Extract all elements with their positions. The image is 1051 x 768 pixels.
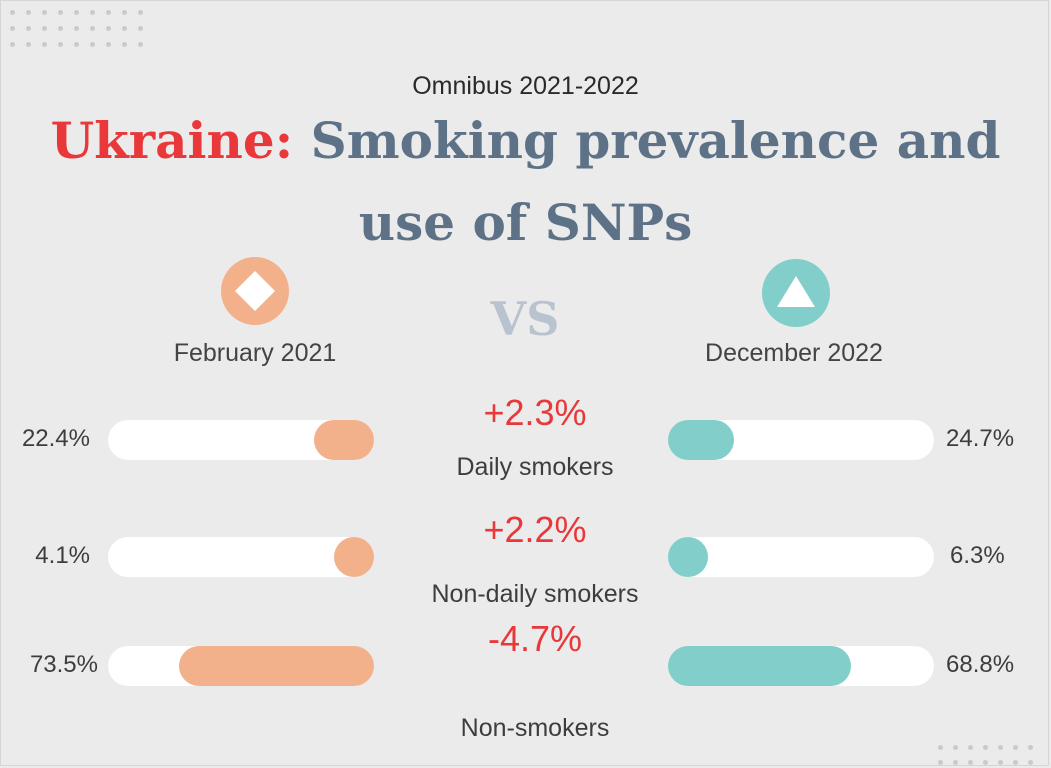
track-right-daily-smokers xyxy=(668,420,934,460)
category-label-non-daily-smokers: Non-daily smokers xyxy=(431,580,639,608)
decorative-dot xyxy=(1013,745,1018,750)
decorative-dot xyxy=(938,760,943,765)
change-label-daily-smokers: +2.3% xyxy=(483,392,587,433)
decorative-dot xyxy=(90,42,95,47)
decorative-dot xyxy=(90,10,95,15)
decorative-dot xyxy=(1013,760,1018,765)
track-left-daily-smokers xyxy=(108,420,374,460)
value-label-february-2021-non-daily-smokers: 4.1% xyxy=(35,542,90,569)
track-left-non-smokers xyxy=(108,646,374,686)
decorative-dot xyxy=(58,42,63,47)
decorative-dot xyxy=(10,10,15,15)
decorative-dot xyxy=(1028,745,1033,750)
title-country: Ukraine: xyxy=(50,111,294,170)
decorative-dot xyxy=(26,26,31,31)
decorative-dot xyxy=(42,26,47,31)
decorative-dot xyxy=(58,10,63,15)
category-label-daily-smokers: Daily smokers xyxy=(456,453,614,481)
decorative-dot xyxy=(90,26,95,31)
bar-february-2021-non-smokers xyxy=(178,646,374,686)
decorative-dot xyxy=(106,10,111,15)
decorative-dot xyxy=(138,10,143,15)
decorative-dot xyxy=(968,760,973,765)
decorative-dot xyxy=(983,760,988,765)
value-label-december-2022-non-daily-smokers: 6.3% xyxy=(950,542,1005,569)
category-label-non-smokers: Non-smokers xyxy=(460,714,610,742)
chart-subtitle: Omnibus 2021-2022 xyxy=(412,72,639,100)
decorative-dot xyxy=(998,745,1003,750)
decorative-dot xyxy=(26,10,31,15)
triangle-icon xyxy=(762,259,830,327)
decorative-dot xyxy=(983,745,988,750)
bar-february-2021-daily-smokers xyxy=(314,420,374,460)
track-left-non-daily-smokers xyxy=(108,537,374,577)
bar-december-2022-daily-smokers xyxy=(668,420,734,460)
decorative-dot xyxy=(938,745,943,750)
decorative-dot xyxy=(953,745,958,750)
change-label-non-smokers: -4.7% xyxy=(487,618,583,659)
decorative-dot xyxy=(106,42,111,47)
decorative-dot xyxy=(122,26,127,31)
track-right-non-smokers xyxy=(668,646,934,686)
bar-february-2021-non-daily-smokers xyxy=(334,537,374,577)
title-text: Smoking prevalence and use of SNPs xyxy=(310,111,1001,252)
decorative-dot xyxy=(998,760,1003,765)
decorative-dot xyxy=(26,42,31,47)
track-right-non-daily-smokers xyxy=(668,537,934,577)
decorative-dot xyxy=(42,42,47,47)
bar-december-2022-non-smokers xyxy=(668,646,851,686)
period-label-december-2022: December 2022 xyxy=(705,339,883,367)
decorative-dot xyxy=(138,42,143,47)
decorative-dot xyxy=(42,10,47,15)
decorative-dot xyxy=(10,42,15,47)
change-label-non-daily-smokers: +2.2% xyxy=(483,509,587,550)
decorative-dot xyxy=(74,10,79,15)
decorative-dot xyxy=(122,42,127,47)
chart-title: Ukraine: Smoking prevalence and use of S… xyxy=(0,100,1051,264)
decorative-dot xyxy=(58,26,63,31)
vs-label: VS xyxy=(490,292,560,346)
diamond-icon xyxy=(221,257,289,325)
period-label-february-2021: February 2021 xyxy=(173,339,337,367)
decorative-dot xyxy=(122,10,127,15)
value-label-february-2021-daily-smokers: 22.4% xyxy=(21,425,90,452)
bar-december-2022-non-daily-smokers xyxy=(668,537,708,577)
decorative-dot xyxy=(74,42,79,47)
decorative-dot xyxy=(968,745,973,750)
value-label-december-2022-non-smokers: 68.8% xyxy=(946,651,1015,678)
decorative-dot xyxy=(74,26,79,31)
decorative-dot xyxy=(1028,760,1033,765)
decorative-dot xyxy=(106,26,111,31)
value-label-february-2021-non-smokers: 73.5% xyxy=(29,651,98,678)
value-label-december-2022-daily-smokers: 24.7% xyxy=(946,425,1015,452)
decorative-dot xyxy=(138,26,143,31)
decorative-dot xyxy=(953,760,958,765)
decorative-dot xyxy=(10,26,15,31)
